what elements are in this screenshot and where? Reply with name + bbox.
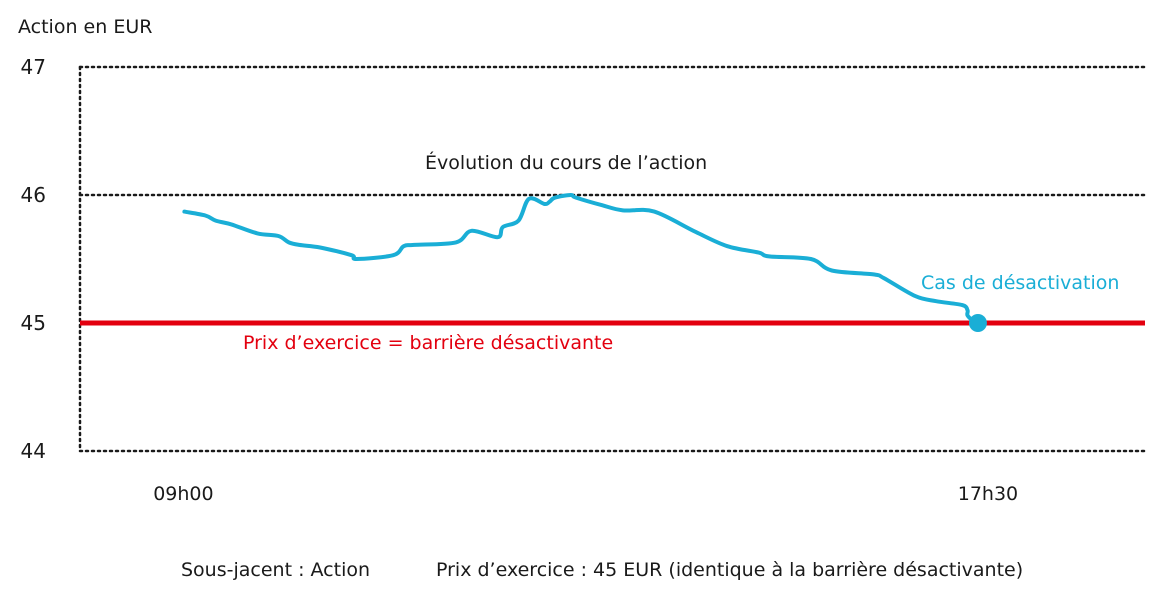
y-tick-label-45: 45 [21, 311, 46, 335]
x-tick-label-17h30: 17h30 [958, 483, 1018, 505]
footer-strike: Prix d’exercice : 45 EUR (identique à la… [436, 559, 1024, 581]
reference-line-label-0: Prix d’exercice = barrière désactivante [243, 332, 613, 354]
y-tick-label-44: 44 [21, 439, 46, 463]
annotation-label-0: Cas de désactivation [921, 272, 1119, 294]
series [182, 193, 987, 332]
y-tick-label-46: 46 [21, 183, 46, 207]
annotation-marker-0 [968, 314, 987, 332]
y-tick-label-47: 47 [21, 55, 46, 79]
grid-lines [78, 65, 1147, 453]
series-label-0: Évolution du cours de l’action [425, 151, 707, 174]
y-axis: 44 45 46 47 Action en EUR 09h00 17h30 [18, 16, 1018, 505]
x-tick-label-09h00: 09h00 [153, 483, 213, 505]
footer-underlying: Sous-jacent : Action [181, 559, 371, 581]
y-axis-title: Action en EUR [18, 16, 152, 38]
chart-labels: Évolution du cours de l’action Cas de dés… [425, 151, 1119, 294]
series-line-0 [182, 193, 980, 325]
reference-lines: Prix d’exercice = barrière désactivante [80, 320, 1145, 354]
